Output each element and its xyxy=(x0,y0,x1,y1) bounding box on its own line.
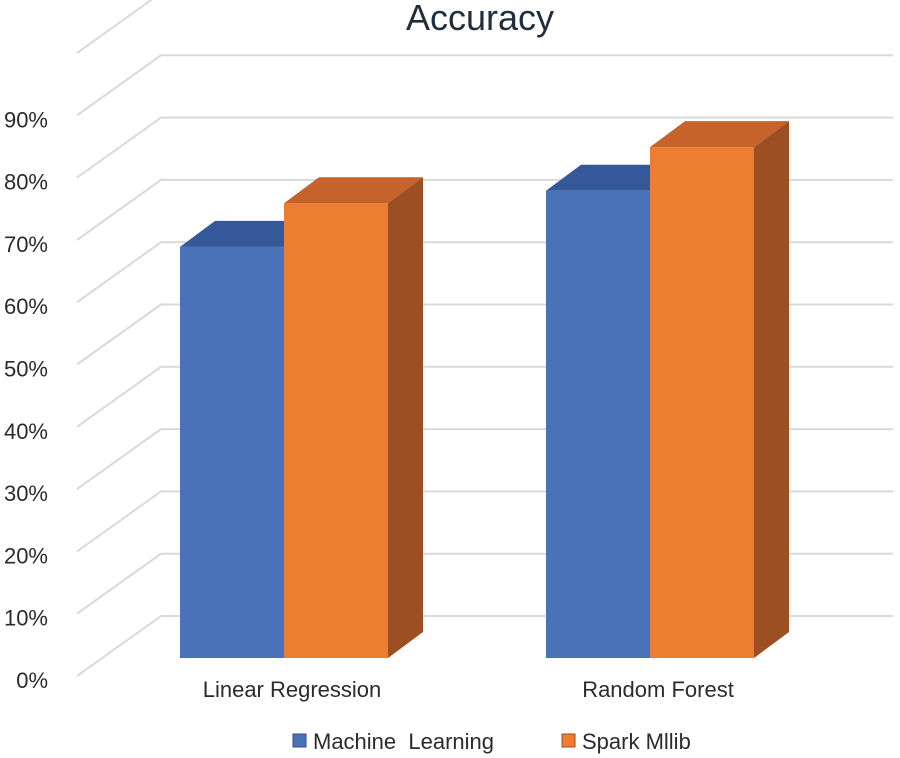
y-tick-label: 60% xyxy=(4,294,48,319)
bar-side xyxy=(388,177,423,658)
y-tick-label: 40% xyxy=(4,419,48,444)
gridline xyxy=(76,116,893,179)
x-category-label: Random Forest xyxy=(582,677,734,702)
bar-side xyxy=(754,121,789,658)
legend-item: Machine Learning xyxy=(292,729,494,754)
y-tick-label: 50% xyxy=(4,357,48,382)
legend-item: Spark Mllib xyxy=(561,729,691,754)
bar-front xyxy=(284,203,388,658)
legend-swatch xyxy=(292,733,307,748)
bar-front xyxy=(180,246,284,658)
y-tick-label: 90% xyxy=(4,107,48,132)
bar-top xyxy=(284,177,423,204)
y-tick-label: 10% xyxy=(4,606,48,631)
bar-front xyxy=(546,190,650,658)
y-tick-label: 20% xyxy=(4,543,48,568)
y-tick-label: 0% xyxy=(16,668,48,693)
bar-front xyxy=(650,147,754,658)
bars xyxy=(180,121,789,658)
legend-swatch xyxy=(561,733,576,748)
y-axis-tick-labels: 0% 10% 20% 30% 40% 50% 60% 70% 80% 90% xyxy=(4,107,48,693)
bar xyxy=(284,177,423,658)
x-axis-category-labels: Linear Regression Random Forest xyxy=(203,677,734,702)
gridline xyxy=(76,0,153,54)
chart-title: Accuracy xyxy=(406,0,554,38)
y-tick-label: 30% xyxy=(4,481,48,506)
legend-label: Spark Mllib xyxy=(582,729,691,754)
gridline xyxy=(76,54,893,117)
legend-label: Machine Learning xyxy=(313,729,494,754)
bar-top xyxy=(650,121,789,148)
x-category-label: Linear Regression xyxy=(203,677,382,702)
gridlines xyxy=(76,0,893,677)
legend: Machine Learning Spark Mllib xyxy=(292,729,691,754)
y-tick-label: 70% xyxy=(4,232,48,257)
bar xyxy=(650,121,789,658)
y-tick-label: 80% xyxy=(4,170,48,195)
